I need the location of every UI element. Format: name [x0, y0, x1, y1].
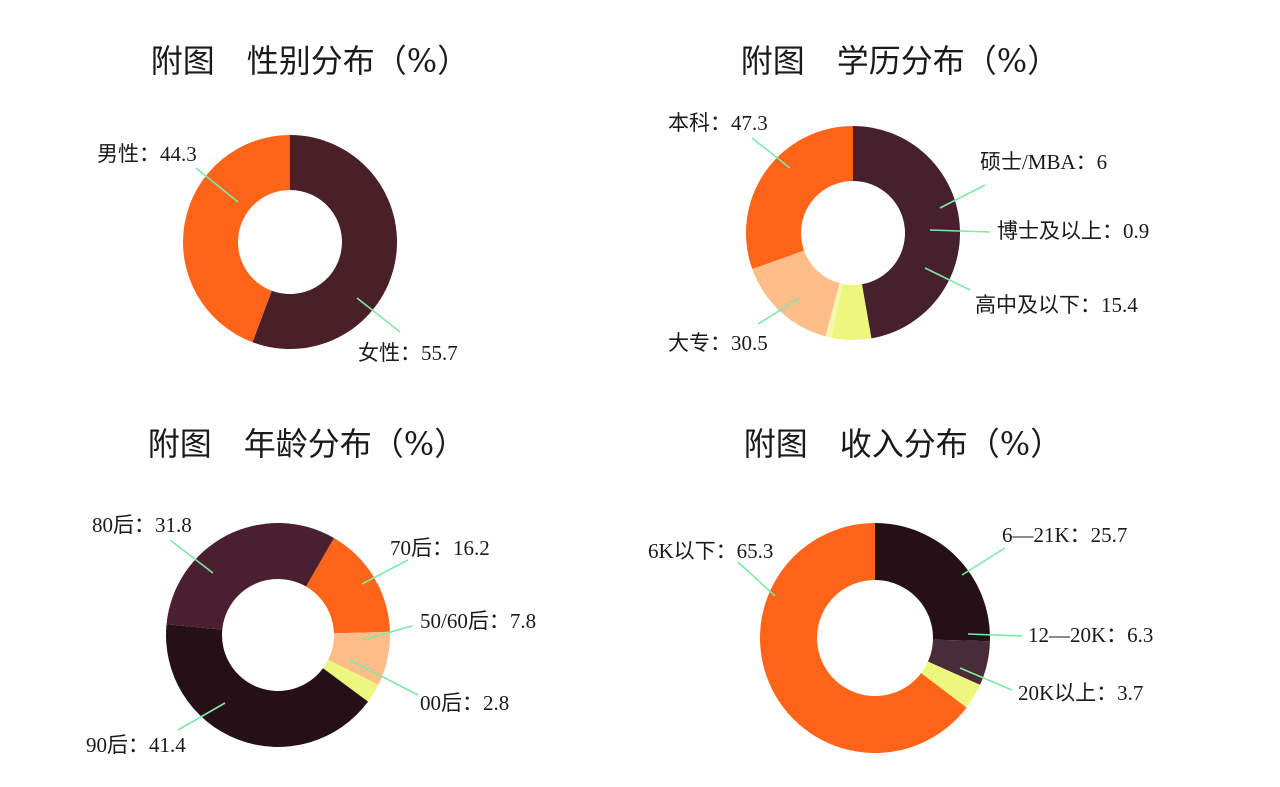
leader-line-70s	[361, 559, 409, 585]
education-slice-0	[853, 126, 960, 339]
education-chart: 附图 学历分布（%） 本科：47.3 硕士/MBA：6 博士及以上：0.9 高中…	[668, 42, 1149, 355]
income-slice-0	[875, 523, 990, 642]
age-slice-3	[166, 624, 369, 748]
label-master: 硕士/MBA：6	[980, 150, 1107, 174]
label-doctor: 博士及以上：0.9	[997, 219, 1149, 243]
income-chart-title: 附图 收入分布（%）	[744, 425, 1062, 463]
leader-line-highschool	[924, 267, 971, 291]
leader-line-50-60s	[361, 625, 413, 641]
leader-line-doctor	[929, 229, 991, 233]
leader-line-20k-up	[959, 667, 1013, 691]
label-bachelor: 本科：47.3	[668, 111, 768, 135]
leader-line-6-21k	[961, 547, 1006, 576]
education-slice-1	[831, 283, 872, 340]
label-highschool: 高中及以下：15.4	[975, 293, 1138, 317]
leader-line-below-6k	[737, 561, 776, 597]
label-00s: 00后：2.8	[420, 691, 509, 715]
income-slices	[759, 523, 990, 753]
leader-line-male	[195, 167, 239, 203]
gender-chart: 附图 性别分布（%） 女性：55.7 男性：44.3	[97, 42, 469, 365]
leader-line-12-20k	[967, 633, 1023, 637]
age-chart-title: 附图 年龄分布（%）	[148, 425, 466, 463]
age-slice-2	[323, 659, 379, 702]
education-slice-3	[752, 250, 840, 337]
leader-line-00s	[349, 659, 419, 696]
gender-chart-title: 附图 性别分布（%）	[151, 42, 469, 80]
label-below-6k: 6K以下：65.3	[648, 539, 773, 563]
label-12-20k: 12—20K：6.3	[1028, 623, 1153, 647]
label-female: 女性：55.7	[358, 341, 458, 365]
gender-slices	[182, 135, 397, 349]
label-70s: 70后：16.2	[390, 536, 490, 560]
income-chart: 附图 收入分布（%） 6—21K：25.7 12—20K：6.3 20K以上：3…	[648, 425, 1153, 753]
label-college: 大专：30.5	[668, 331, 768, 355]
gender-slice-1	[182, 135, 290, 343]
leader-line-80s	[169, 539, 214, 574]
label-80s: 80后：31.8	[92, 513, 192, 537]
leader-line-90s	[177, 702, 226, 731]
age-slices	[166, 523, 390, 748]
label-50-60s: 50/60后：7.8	[420, 609, 536, 633]
age-slice-4	[166, 523, 334, 630]
leader-line-master	[939, 184, 986, 209]
leader-line-college	[757, 297, 801, 325]
age-chart: 附图 年龄分布（%） 70后：16.2 50/60后：7.8 00后：2.8 9…	[86, 425, 536, 757]
education-chart-title: 附图 学历分布（%）	[741, 42, 1059, 80]
label-90s: 90后：41.4	[86, 733, 186, 757]
label-20k-up: 20K以上：3.7	[1018, 681, 1143, 705]
age-slice-0	[306, 538, 390, 634]
income-slice-2	[921, 661, 981, 708]
leader-line-female	[356, 297, 401, 333]
age-slice-1	[328, 631, 390, 685]
leader-line-bachelor	[751, 137, 791, 169]
label-male: 男性：44.3	[97, 142, 197, 166]
education-slice-4	[746, 126, 853, 270]
income-slice-3	[759, 523, 967, 753]
label-6-21k: 6—21K：25.7	[1002, 523, 1127, 547]
education-slice-2	[825, 283, 843, 338]
gender-slice-0	[252, 135, 397, 349]
education-slices	[746, 126, 960, 340]
